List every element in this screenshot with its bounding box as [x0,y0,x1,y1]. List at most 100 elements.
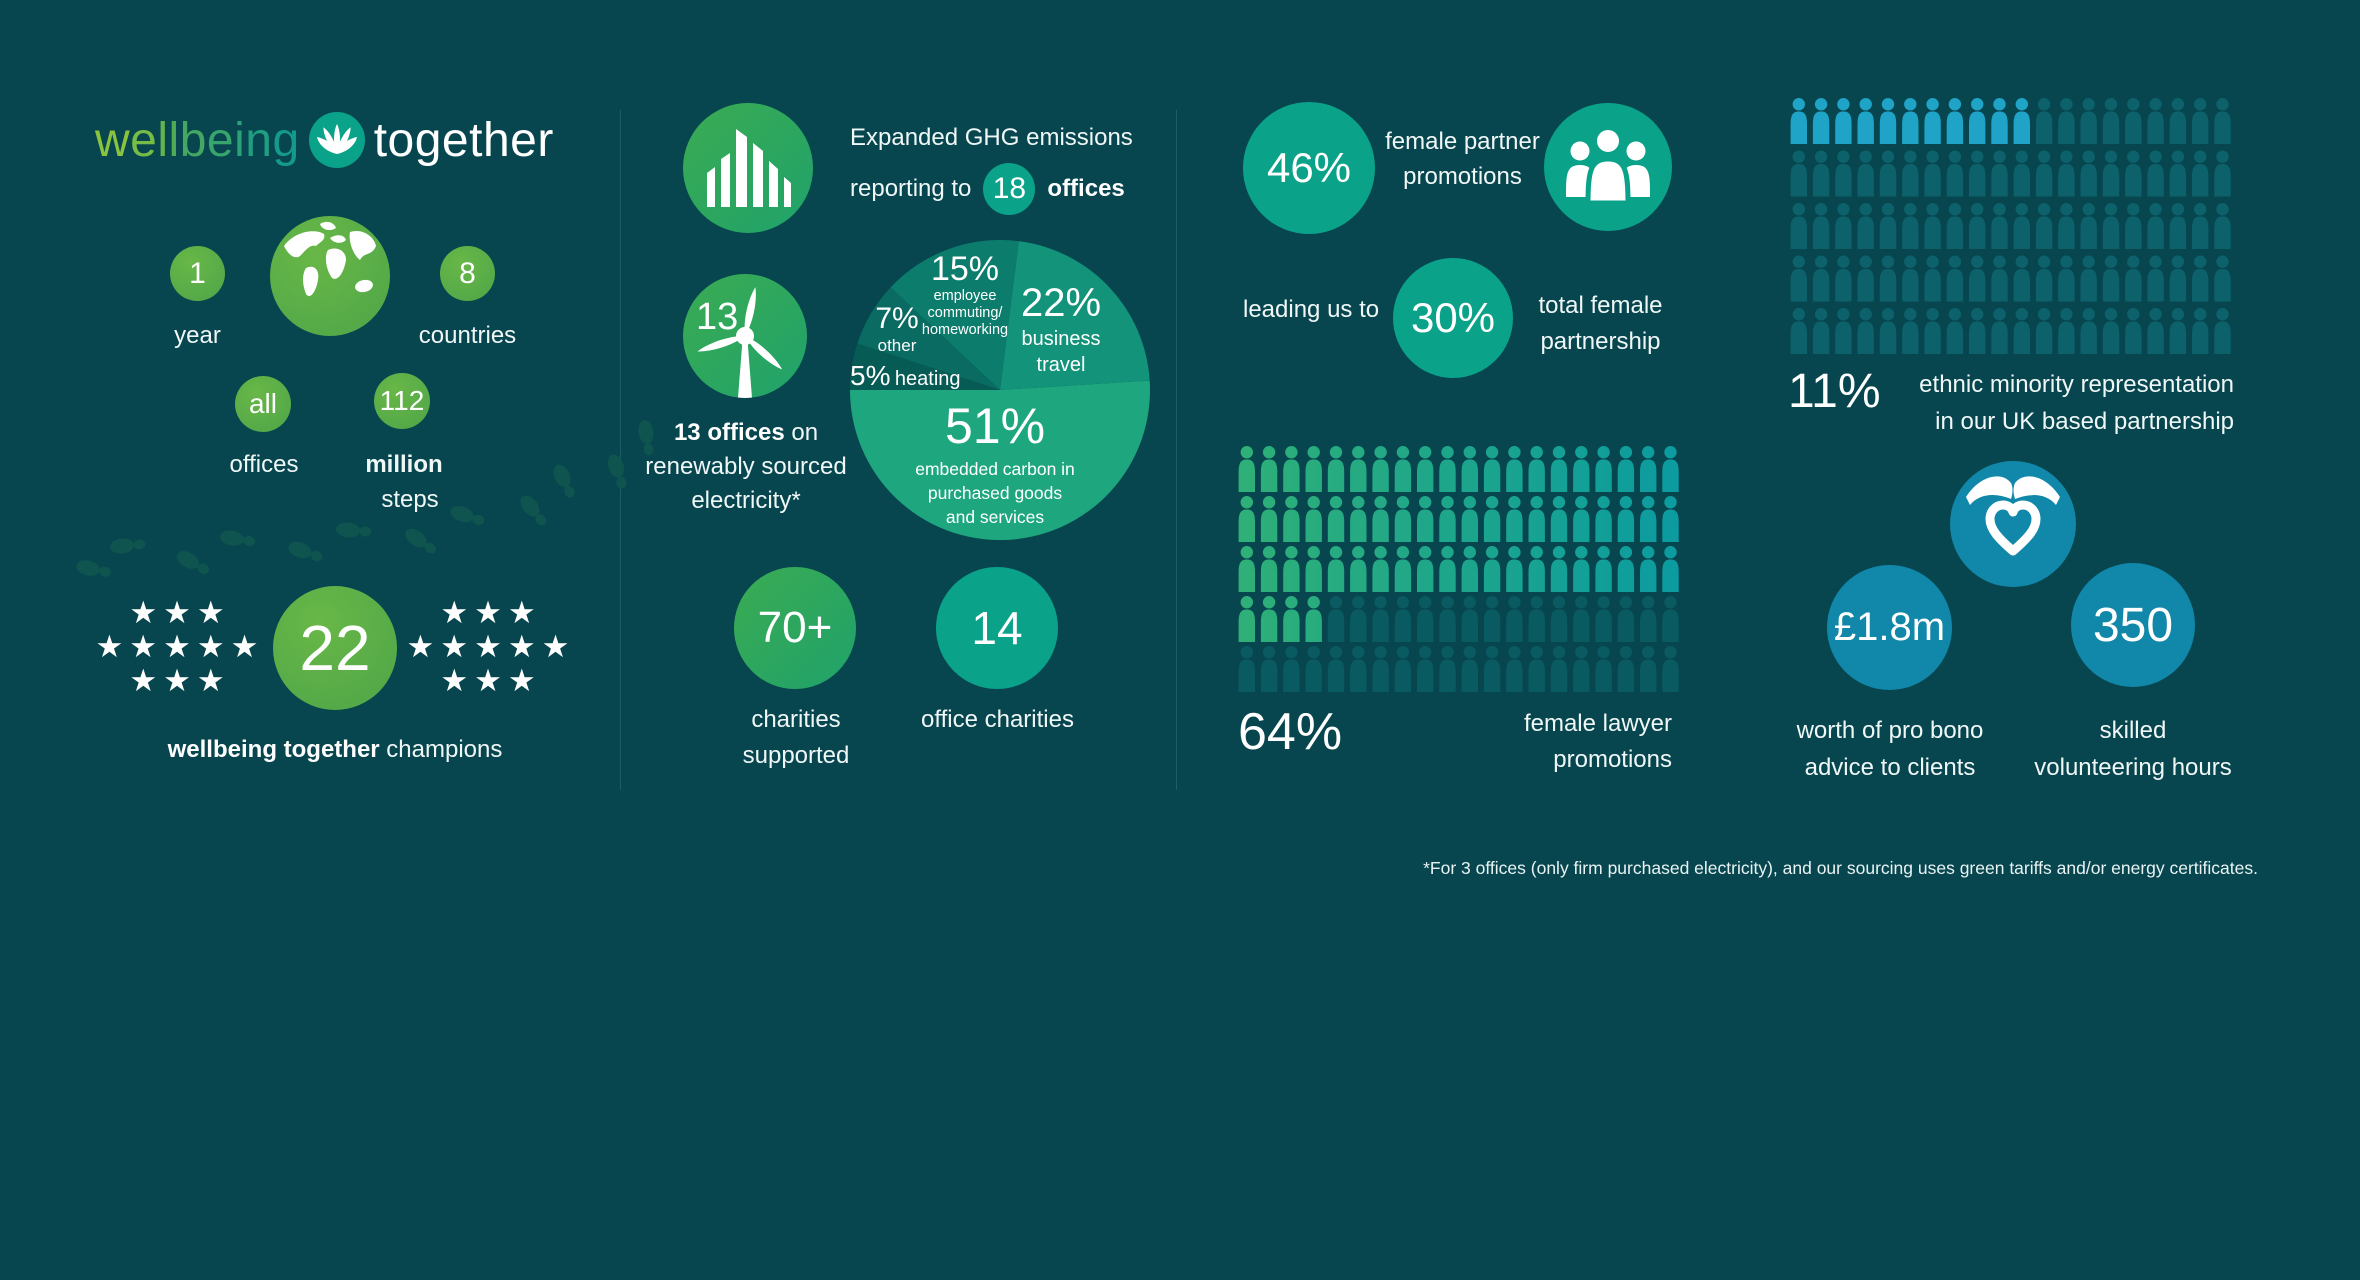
person-icon-dim [1640,646,1657,692]
person-icon-highlighted [1879,98,1897,144]
person-icon-dim [1902,203,1919,249]
person-icon-dim [1417,646,1434,692]
section-divider-2 [1176,110,1177,790]
champions-caption-rest: champions [379,736,503,763]
person-icon-dim [1439,646,1456,692]
person-icon-highlighted [1417,446,1434,492]
person-icon-highlighted [1640,546,1657,592]
person-icon-highlighted [1483,546,1501,592]
person-icon-dim [2058,150,2075,197]
person-icon-dim [1924,203,1941,249]
pie-7-line: other [877,336,917,355]
probono-line2: advice to clients [1804,754,1976,781]
person-icon-dim [1902,150,1919,197]
person-icon-dim [1439,596,1456,642]
person-icon-dim [2169,98,2187,144]
pie-22-line: business [1021,328,1101,350]
person-icon-dim [1812,308,1830,354]
person-icon-dim [2035,308,2053,354]
stars-row: ★★★★★ [95,629,265,664]
person-icon-highlighted [1506,496,1523,542]
person-icon-dim [1879,203,1897,249]
person-icon-highlighted [1595,496,1612,542]
person-icon-dim [2080,203,2097,249]
person-icon-dim [2035,203,2053,249]
person-icon-dim [2080,255,2097,302]
person-icon-highlighted [1528,446,1545,492]
person-icon-dim [1528,596,1545,642]
footnote: *For 3 offices (only firm purchased elec… [1423,858,2258,878]
person-icon-dim [2147,308,2164,354]
person-icon-dim [1283,646,1300,692]
logo-letter: g [272,113,300,167]
pie-slices [850,239,1150,541]
pie-22-pct: 22% [1020,281,1102,325]
charities-line1: charities [751,706,841,733]
person-icon-dim [2214,255,2231,302]
steps-label: steps [381,486,439,513]
person-icon-dim [2214,150,2231,197]
person-icon-dim [2147,150,2164,197]
person-icon-highlighted [1305,546,1322,592]
person-icon-dim [1617,646,1635,692]
person-icon-highlighted [1573,546,1590,592]
person-icon-dim [1573,646,1590,692]
pie-label-15: 15% employee commuting/ homeworking [905,250,1025,339]
champion-stars-right: ★★★ ★★★★★ ★★★ [378,596,604,698]
person-icon-dim [2058,203,2075,249]
person-icon-highlighted [1283,546,1300,592]
person-icon-highlighted [1573,496,1590,542]
charities-line2: supported [742,742,850,769]
volunteering-line2: volunteering hours [2034,754,2232,781]
lawyer-promotions-value: 64% [1238,703,1343,761]
leading-text: leading us to [1243,296,1380,323]
person-icon-highlighted [1350,446,1367,492]
person-icon-dim [1946,203,1964,249]
ethnic-line1: ethnic minority representation [1919,371,2234,398]
pie-7-pct: 7% [875,302,919,335]
stars-row: ★★★★★ [406,629,576,664]
person-icon-highlighted [1969,98,1986,144]
ethnic-minority-pictogram [1790,98,2231,354]
person-icon-dim [1857,203,1874,249]
stat-circle-steps: 112 [374,373,430,429]
person-icon-dim [2080,150,2097,197]
person-icon-dim [1991,255,2008,302]
person-icon-dim [1595,596,1612,642]
person-icon-dim [1573,596,1590,642]
logo-letter: i [234,113,246,167]
person-icon-dim [2035,255,2053,302]
person-icon-dim [2214,308,2231,354]
person-icon-highlighted [1617,446,1635,492]
person-icon-highlighted [1483,446,1501,492]
stars-row: ★★★ [440,663,542,698]
offices-label: offices [229,451,299,478]
logo-word-well: well [95,113,180,168]
ghg-line2: reporting to 18 offices [850,160,1133,218]
logo-letter: e [130,113,158,167]
probono-line1: worth of pro bono [1796,717,1984,744]
logo-letter: l [157,113,169,167]
person-icon-dim [2192,308,2209,354]
ghg-line2-pre: reporting to [850,175,972,202]
person-icon-highlighted [1327,546,1345,592]
person-icon-highlighted [1812,98,1830,144]
person-icon-dim [1327,646,1345,692]
person-icon-highlighted [1372,496,1389,542]
hands-heart-glyph [1966,476,2060,556]
renewable-rest: on [784,419,819,446]
person-icon-dim [2192,203,2209,249]
person-icon-dim [1350,646,1367,692]
people-group-glyph [1566,125,1650,206]
person-icon-dim [1969,150,1986,197]
person-icon-highlighted [1260,546,1278,592]
person-icon-dim [2013,308,2030,354]
person-icon-dim [1835,150,1852,197]
renewable-line3: electricity* [691,487,801,514]
ghg-line1: Expanded GHG emissions [850,124,1133,151]
person-icon-dim [1617,596,1635,642]
person-icon-dim [1394,596,1412,642]
person-icon-dim [1394,646,1412,692]
person-icon-dim [2125,98,2142,144]
person-icon-dim [2147,255,2164,302]
